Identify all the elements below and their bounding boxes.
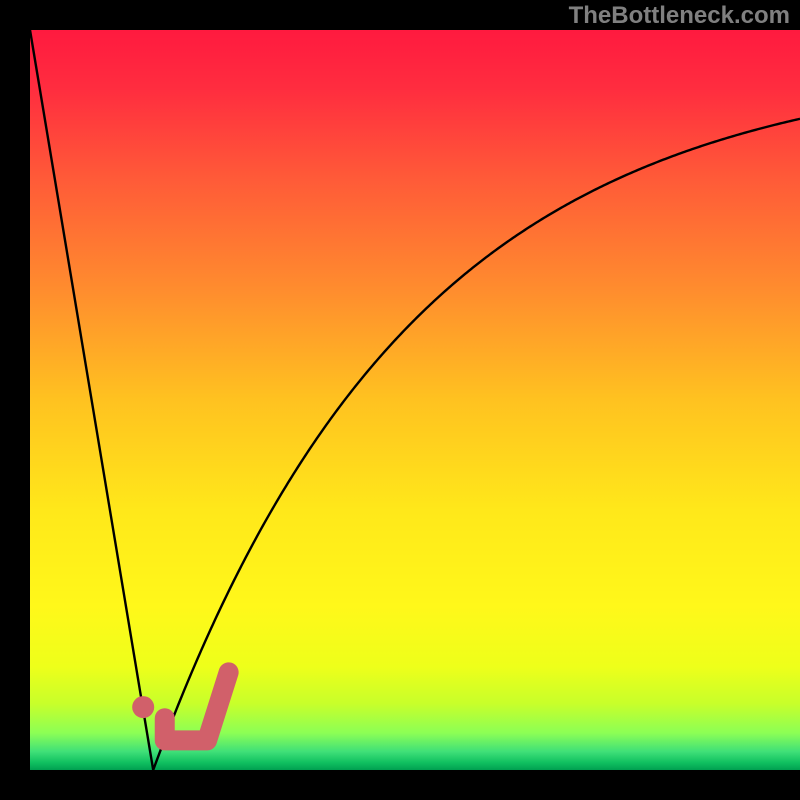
chart-container: TheBottleneck.com — [0, 0, 800, 800]
chart-svg — [0, 0, 800, 800]
watermark-text: TheBottleneck.com — [569, 2, 790, 30]
plot-background — [30, 30, 800, 770]
selection-point-marker — [132, 696, 154, 718]
